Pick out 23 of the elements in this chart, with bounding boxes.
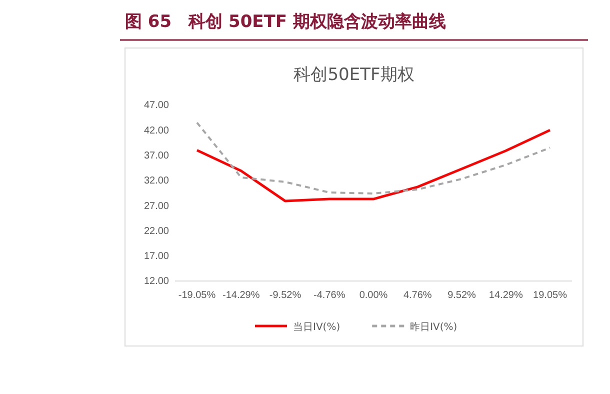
y-tick-label: 12.00: [144, 276, 170, 288]
y-tick-label: 22.00: [144, 226, 170, 237]
y-tick-label: 17.00: [144, 251, 170, 262]
x-tick-label: -9.52%: [269, 290, 302, 302]
x-tick-label: 9.52%: [448, 290, 476, 302]
legend-label: 昨日IV(%): [410, 321, 458, 333]
y-tick-label: 47.00: [144, 100, 170, 112]
x-tick-label: -14.29%: [222, 290, 260, 302]
x-tick-label: 4.76%: [403, 290, 432, 302]
line-series: [196, 128, 552, 202]
y-tick-label: 32.00: [144, 176, 170, 187]
y-tick-label: 42.00: [144, 125, 170, 136]
x-tick-label: -19.05%: [178, 290, 216, 302]
x-tick-label: 14.29%: [488, 290, 523, 302]
legend-label: 当日IV(%): [293, 321, 340, 333]
chart-title: 图 65 科创 50ETF 期权隐含波动率曲线: [125, 12, 446, 32]
chart-subtitle: 科创50ETF期权: [294, 65, 414, 85]
x-tick-label: 0.00%: [359, 290, 388, 302]
x-tick-label: -4.76%: [314, 290, 346, 302]
y-tick-label: 37.00: [144, 150, 170, 162]
line-series: [196, 122, 551, 195]
y-tick-label: 27.00: [144, 200, 170, 212]
x-tick-label: 19.05%: [533, 290, 568, 302]
